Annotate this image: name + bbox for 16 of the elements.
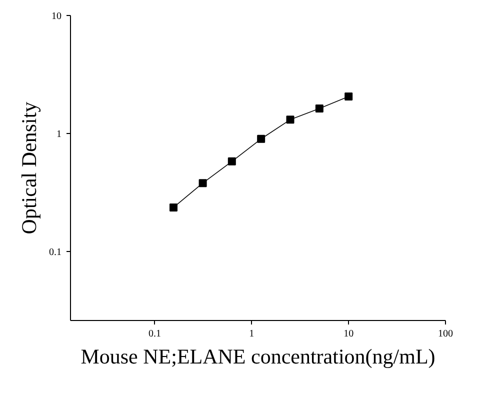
y-tick-label: 10	[52, 11, 62, 22]
point	[286, 116, 294, 124]
x-tick-label: 10	[344, 328, 354, 340]
x-tick-label: 100	[438, 328, 453, 340]
point	[257, 134, 266, 143]
point	[169, 203, 178, 212]
point	[198, 179, 207, 188]
x-tick-label: 1	[249, 328, 254, 340]
y-tick-label: 0.1	[49, 246, 62, 258]
y-axis-title: Optical Density	[17, 101, 41, 234]
y-tick-label: 1	[56, 128, 62, 140]
x-axis-title: Mouse NE;ELANE concentration(ng/mL)	[80, 344, 436, 368]
point	[315, 104, 324, 112]
x-tick-label: 0.1	[148, 328, 162, 340]
point	[228, 157, 236, 166]
point	[344, 92, 353, 100]
